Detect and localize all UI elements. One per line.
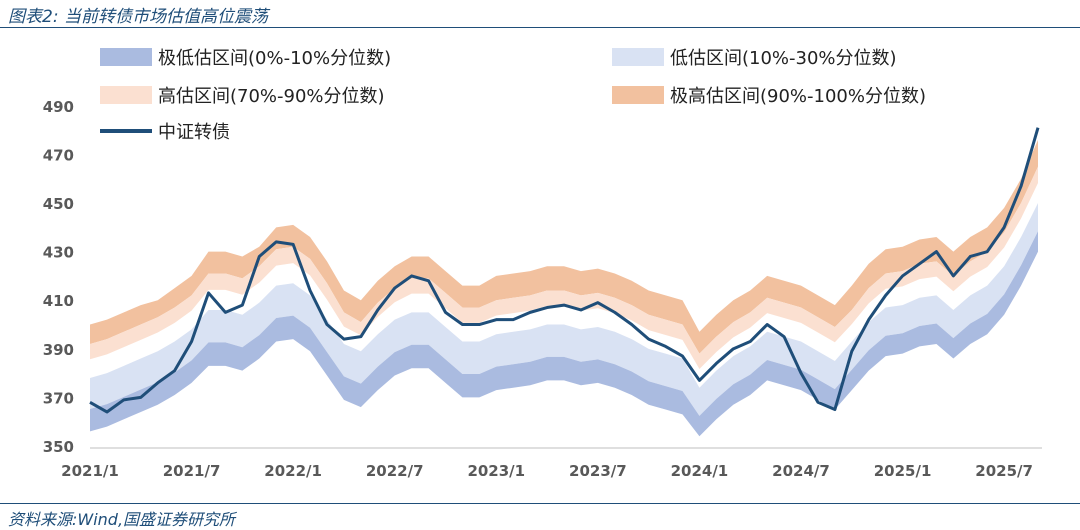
y-tick-label: 430 <box>43 244 74 262</box>
y-tick-label: 450 <box>43 195 74 213</box>
chart-title: 图表2: 当前转债市场估值高位震荡 <box>8 7 268 27</box>
legend-label: 极高估区间(90%-100%分位数) <box>670 86 926 107</box>
y-tick-label: 370 <box>43 389 74 407</box>
legend-swatch <box>612 48 664 66</box>
legend-label: 低估区间(10%-30%分位数) <box>670 48 897 69</box>
x-tick-label: 2023/7 <box>569 462 627 480</box>
band-low <box>90 203 1038 416</box>
source-note: 资料来源:Wind,国盛证券研究所 <box>8 510 236 529</box>
legend-swatch <box>612 86 664 104</box>
legend: 极低估区间(0%-10%分位数) 低估区间(10%-30%分位数) 高估区间(70%… <box>100 48 926 143</box>
y-tick-label: 410 <box>43 292 74 310</box>
legend-label: 高估区间(70%-90%分位数) <box>158 86 385 107</box>
y-tick-label: 390 <box>43 341 74 359</box>
x-tick-label: 2022/7 <box>366 462 424 480</box>
x-tick-label: 2023/1 <box>467 462 525 480</box>
x-tick-label: 2025/1 <box>874 462 932 480</box>
x-tick-label: 2024/1 <box>671 462 729 480</box>
x-tick-label: 2024/7 <box>772 462 830 480</box>
y-axis: 350 370 390 410 430 450 470 490 <box>43 98 74 456</box>
title-rule <box>0 27 1080 28</box>
legend-label: 中证转债 <box>158 122 230 143</box>
index-line <box>89 127 1040 414</box>
legend-swatch <box>100 86 152 104</box>
y-tick-label: 470 <box>43 146 74 164</box>
y-tick-label: 350 <box>43 438 74 456</box>
y-tick-label: 490 <box>43 98 74 116</box>
band-high <box>90 166 1038 369</box>
band-extreme-low <box>90 231 1038 437</box>
x-tick-label: 2021/7 <box>163 462 221 480</box>
percentile-bands <box>90 139 1038 437</box>
x-tick-label: 2022/1 <box>264 462 322 480</box>
legend-swatch <box>100 48 152 66</box>
footer-rule <box>0 503 1080 504</box>
index-line-layer <box>89 127 1040 414</box>
legend-label: 极低估区间(0%-10%分位数) <box>158 48 391 69</box>
x-tick-label: 2025/7 <box>975 462 1033 480</box>
band-extreme-high <box>90 139 1038 354</box>
x-axis: 2021/1 2021/7 2022/1 2022/7 2023/1 2023/7 2024… <box>61 447 1042 480</box>
x-tick-label: 2021/1 <box>61 462 119 480</box>
